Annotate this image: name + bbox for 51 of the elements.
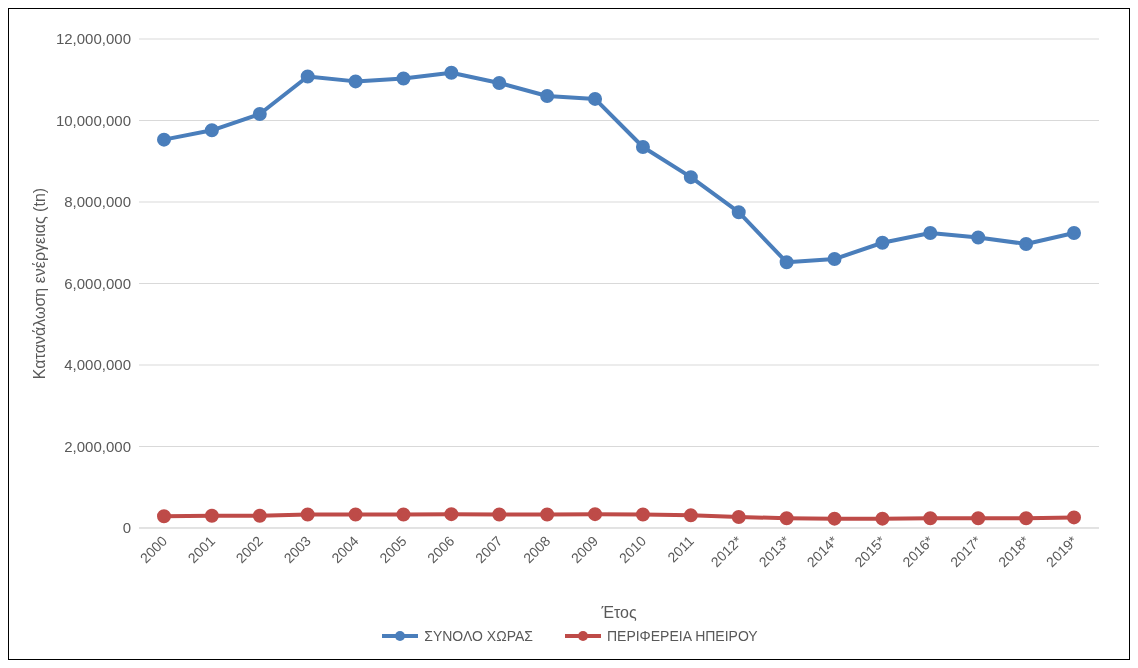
point [444, 507, 459, 522]
point [1067, 225, 1081, 240]
point [588, 507, 603, 522]
point [779, 511, 794, 526]
point [300, 69, 315, 84]
y-tick-label: 8,000,000 [64, 193, 131, 211]
point [827, 511, 842, 526]
point [875, 511, 890, 526]
point [204, 123, 219, 138]
point [588, 91, 603, 106]
point [779, 255, 794, 270]
point [492, 507, 507, 522]
y-tick-label: 0 [122, 519, 131, 537]
point [827, 252, 842, 267]
point [971, 230, 986, 245]
y-tick-label: 10,000,000 [55, 111, 131, 129]
y-tick-label: 12,000,000 [55, 30, 131, 48]
point [300, 507, 315, 522]
point [492, 76, 507, 91]
y-axis-title: Κατανάλωση ενέργειας (tn) [30, 187, 48, 380]
point [540, 507, 555, 522]
legend-label: ΣΥΝΟΛΟ ΧΩΡΑΣ [423, 628, 533, 644]
point [923, 225, 938, 240]
point [683, 170, 698, 185]
point [731, 510, 746, 524]
point [1019, 236, 1034, 251]
point [396, 507, 411, 522]
point [444, 65, 459, 80]
point [635, 507, 650, 522]
point [1019, 511, 1034, 526]
point [157, 132, 171, 147]
point [204, 508, 219, 523]
point [683, 508, 698, 523]
point [252, 508, 267, 523]
point [923, 511, 938, 526]
point [731, 205, 746, 220]
point [1067, 510, 1081, 525]
point [348, 74, 363, 89]
point [252, 106, 267, 121]
y-tick-label: 4,000,000 [64, 356, 131, 374]
y-tick-label: 2,000,000 [64, 437, 131, 455]
y-tick-label: 6,000,000 [64, 274, 131, 292]
point [348, 507, 363, 522]
legend-label: ΠΕΡΙΦΕΡΕΙΑ ΗΠΕΙΡΟΥ [605, 628, 758, 644]
point [971, 511, 986, 526]
point [396, 71, 411, 86]
point [635, 139, 650, 154]
point [157, 509, 171, 524]
x-axis-title: Έτος [600, 604, 637, 621]
point [875, 235, 890, 250]
point [540, 89, 555, 104]
